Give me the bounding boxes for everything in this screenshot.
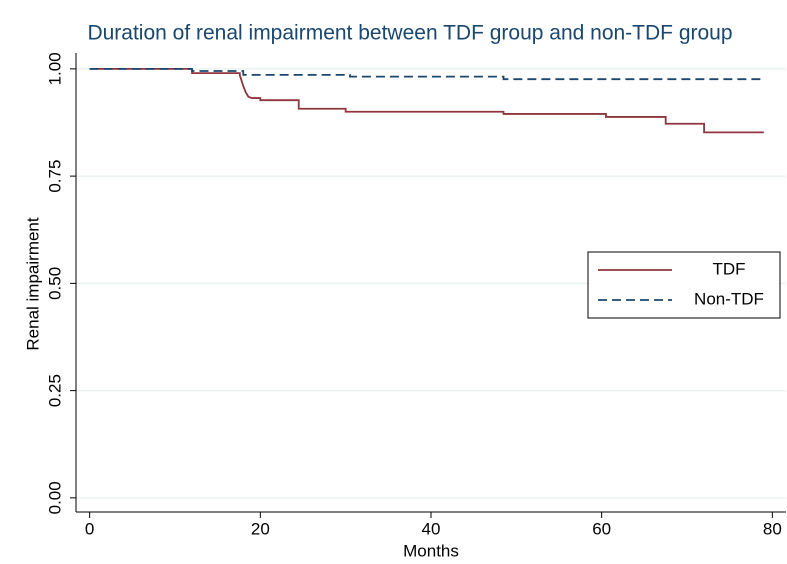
x-axis-label: Months xyxy=(403,541,459,560)
y-axis-label: Renal impairment xyxy=(23,217,42,350)
survival-line xyxy=(89,67,764,134)
x-tick-label: 20 xyxy=(251,519,270,538)
x-tick-label: 0 xyxy=(85,519,94,538)
y-tick-label: 0.00 xyxy=(45,481,64,514)
survival-line xyxy=(89,67,764,81)
x-tick-label: 40 xyxy=(422,519,441,538)
y-tick-label: 0.75 xyxy=(45,160,64,193)
legend-box xyxy=(587,251,781,319)
y-tick-label: 1.00 xyxy=(45,52,64,85)
legend-label: Non-TDF xyxy=(694,289,764,308)
y-tick-label: 0.50 xyxy=(45,267,64,300)
x-tick-label: 80 xyxy=(763,519,782,538)
x-tick-label: 60 xyxy=(592,519,611,538)
chart-title: Duration of renal impairment between TDF… xyxy=(87,22,732,45)
y-tick-label: 0.25 xyxy=(45,374,64,407)
legend-label: TDF xyxy=(712,259,745,278)
